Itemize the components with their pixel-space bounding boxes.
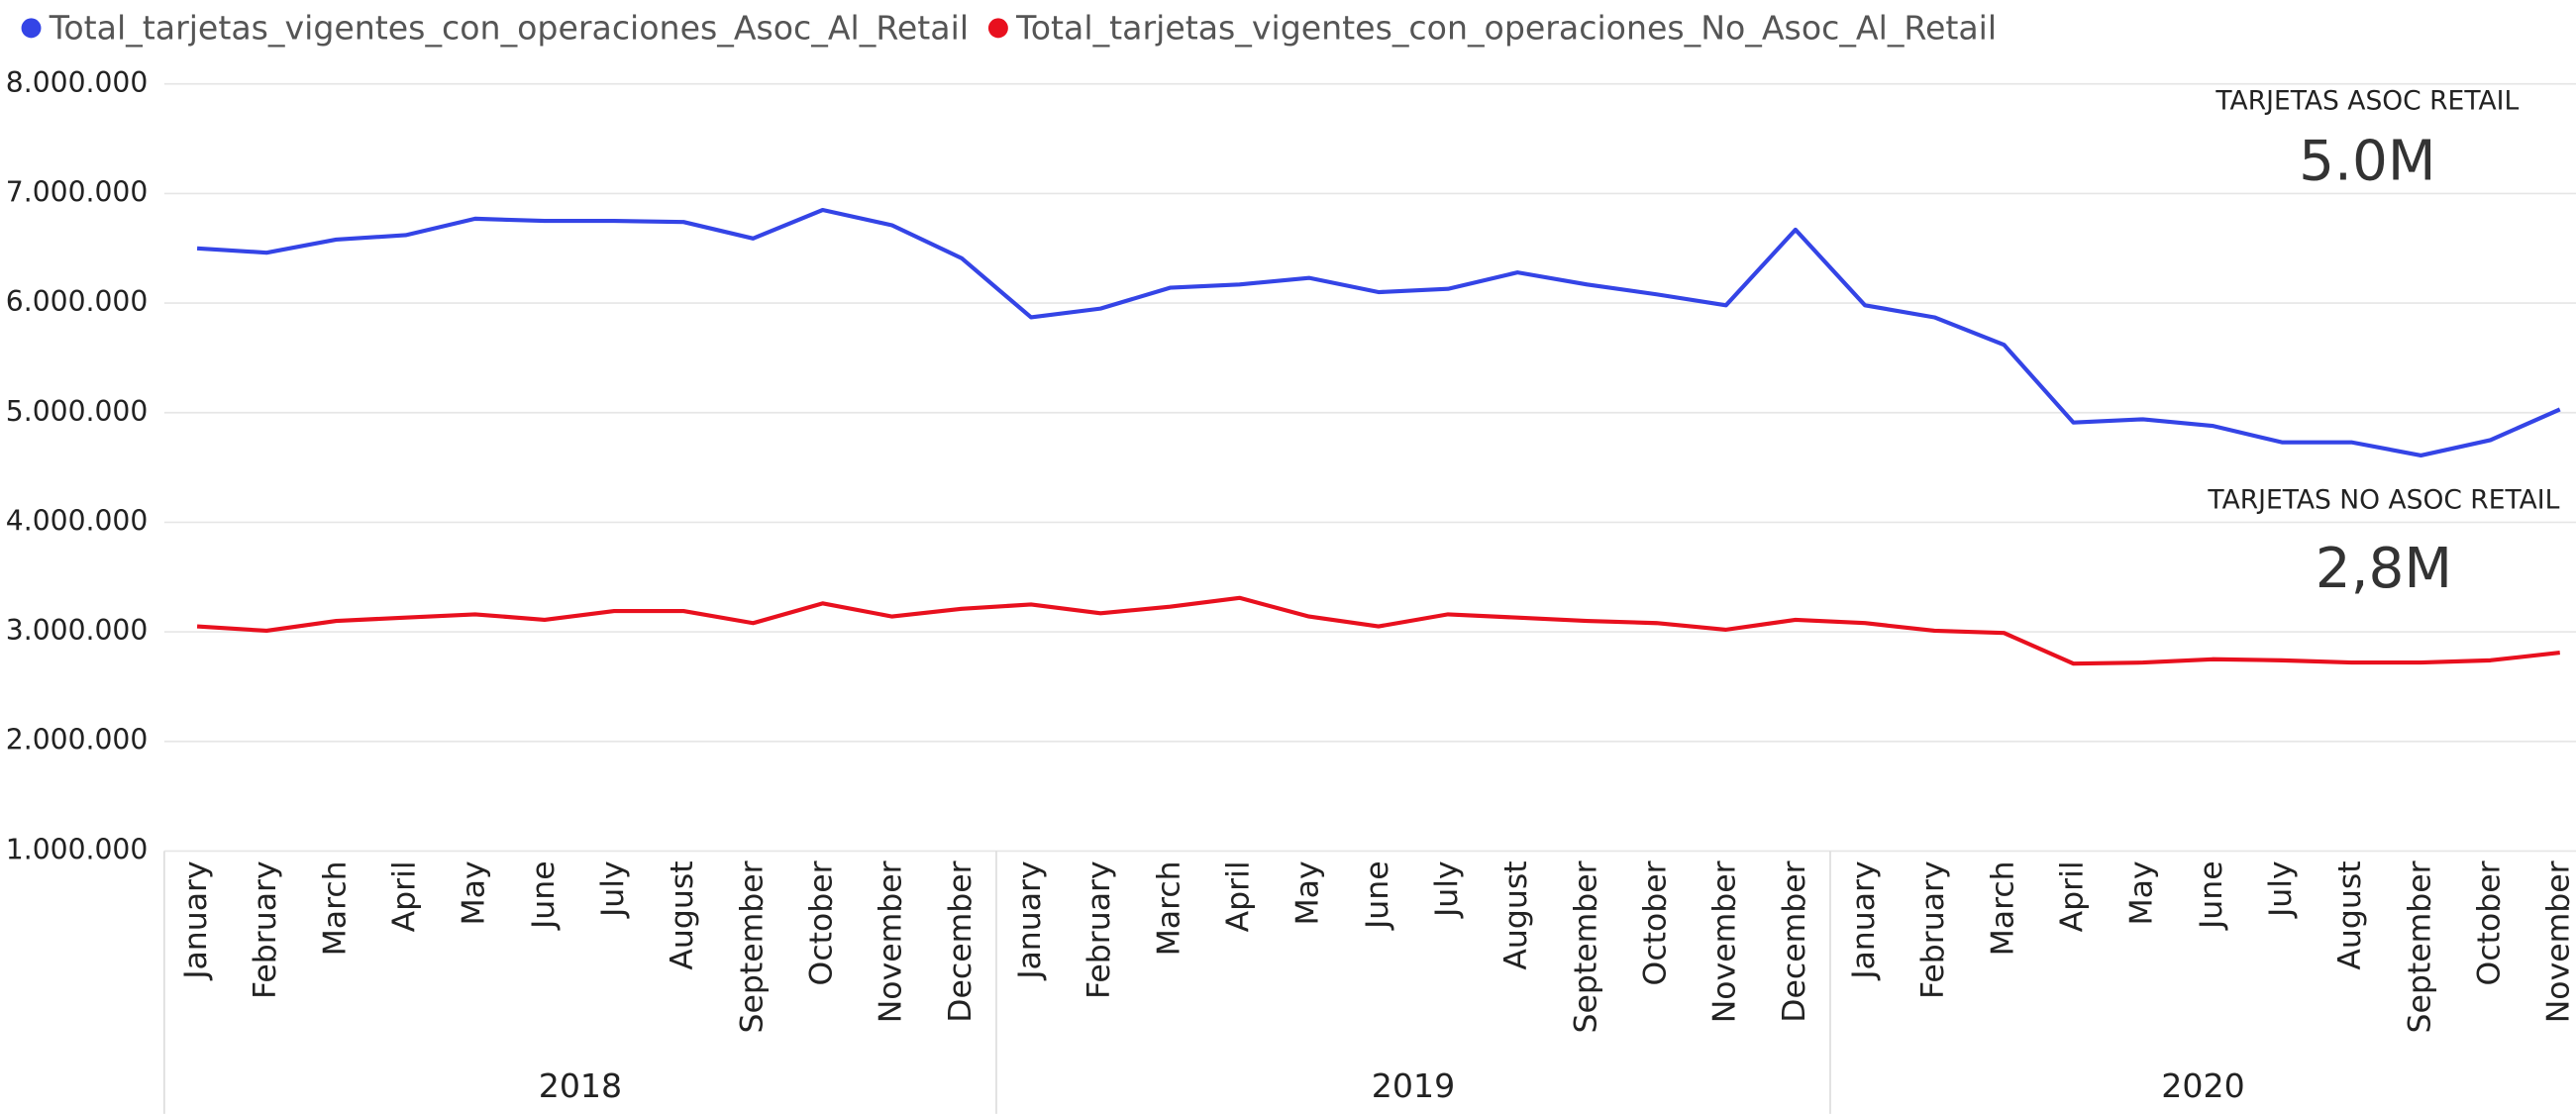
- card-value: 5.0M: [2299, 130, 2435, 194]
- year-label: 2019: [1372, 1066, 1455, 1105]
- x-tick-label: April: [387, 861, 423, 932]
- x-tick-label: November: [874, 861, 909, 1023]
- x-tick-label: December: [943, 861, 979, 1022]
- x-tick-label: October: [1638, 861, 1674, 985]
- legend-label: Total_tarjetas_vigentes_con_operaciones_…: [1015, 9, 1997, 48]
- x-tick-label: August: [665, 861, 700, 969]
- card-value: 2,8M: [2316, 537, 2452, 601]
- card-title: TARJETAS ASOC RETAIL: [2215, 86, 2519, 117]
- x-tick-label: January: [178, 861, 214, 980]
- x-tick-label: August: [2332, 861, 2368, 969]
- series-line: [196, 595, 2560, 666]
- year-label: 2020: [2161, 1066, 2244, 1105]
- x-tick-label: May: [1290, 861, 1326, 925]
- x-tick-label: October: [804, 861, 840, 985]
- x-tick-label: June: [2194, 861, 2229, 931]
- x-tick-label: February: [1915, 861, 1951, 999]
- x-tick-label: September: [1568, 861, 1603, 1033]
- x-tick-label: December: [1777, 861, 1812, 1022]
- legend-label: Total_tarjetas_vigentes_con_operaciones_…: [49, 9, 969, 48]
- series-line: [196, 207, 2561, 457]
- x-tick-label: November: [2541, 861, 2576, 1023]
- y-tick-label: 8.000.000: [6, 66, 148, 99]
- x-tick-label: April: [1221, 861, 1257, 932]
- x-tick-label: October: [2472, 861, 2508, 985]
- x-tick-label: May: [2124, 861, 2160, 925]
- year-label: 2018: [539, 1066, 622, 1105]
- y-tick-label: 5.000.000: [6, 395, 148, 428]
- x-tick-label: January: [1012, 861, 1048, 980]
- x-tick-label: July: [595, 861, 631, 919]
- x-tick-label: February: [248, 861, 283, 999]
- x-tick-label: July: [2263, 861, 2299, 919]
- y-tick-label: 7.000.000: [6, 175, 148, 208]
- y-tick-label: 2.000.000: [6, 724, 148, 757]
- y-tick-label: 4.000.000: [6, 504, 148, 537]
- x-tick-label: November: [1707, 861, 1743, 1023]
- x-tick-label: March: [1151, 861, 1186, 956]
- legend-marker: [987, 18, 1008, 39]
- y-tick-label: 1.000.000: [6, 833, 148, 865]
- x-tick-label: April: [2055, 861, 2091, 932]
- y-tick-label: 3.000.000: [6, 614, 148, 647]
- legend-marker: [21, 18, 42, 39]
- x-tick-label: June: [526, 861, 562, 931]
- y-tick-label: 6.000.000: [6, 285, 148, 318]
- x-tick-label: February: [1082, 861, 1117, 999]
- x-tick-label: June: [1360, 861, 1395, 931]
- card-title: TARJETAS NO ASOC RETAIL: [2207, 485, 2559, 516]
- x-tick-label: March: [1985, 861, 2020, 956]
- x-tick-label: January: [1846, 861, 1882, 980]
- x-tick-label: September: [734, 861, 770, 1033]
- x-tick-label: August: [1498, 861, 1534, 969]
- x-tick-label: July: [1429, 861, 1465, 919]
- x-tick-label: May: [457, 861, 492, 925]
- x-tick-label: March: [317, 861, 353, 956]
- x-tick-label: September: [2402, 861, 2437, 1033]
